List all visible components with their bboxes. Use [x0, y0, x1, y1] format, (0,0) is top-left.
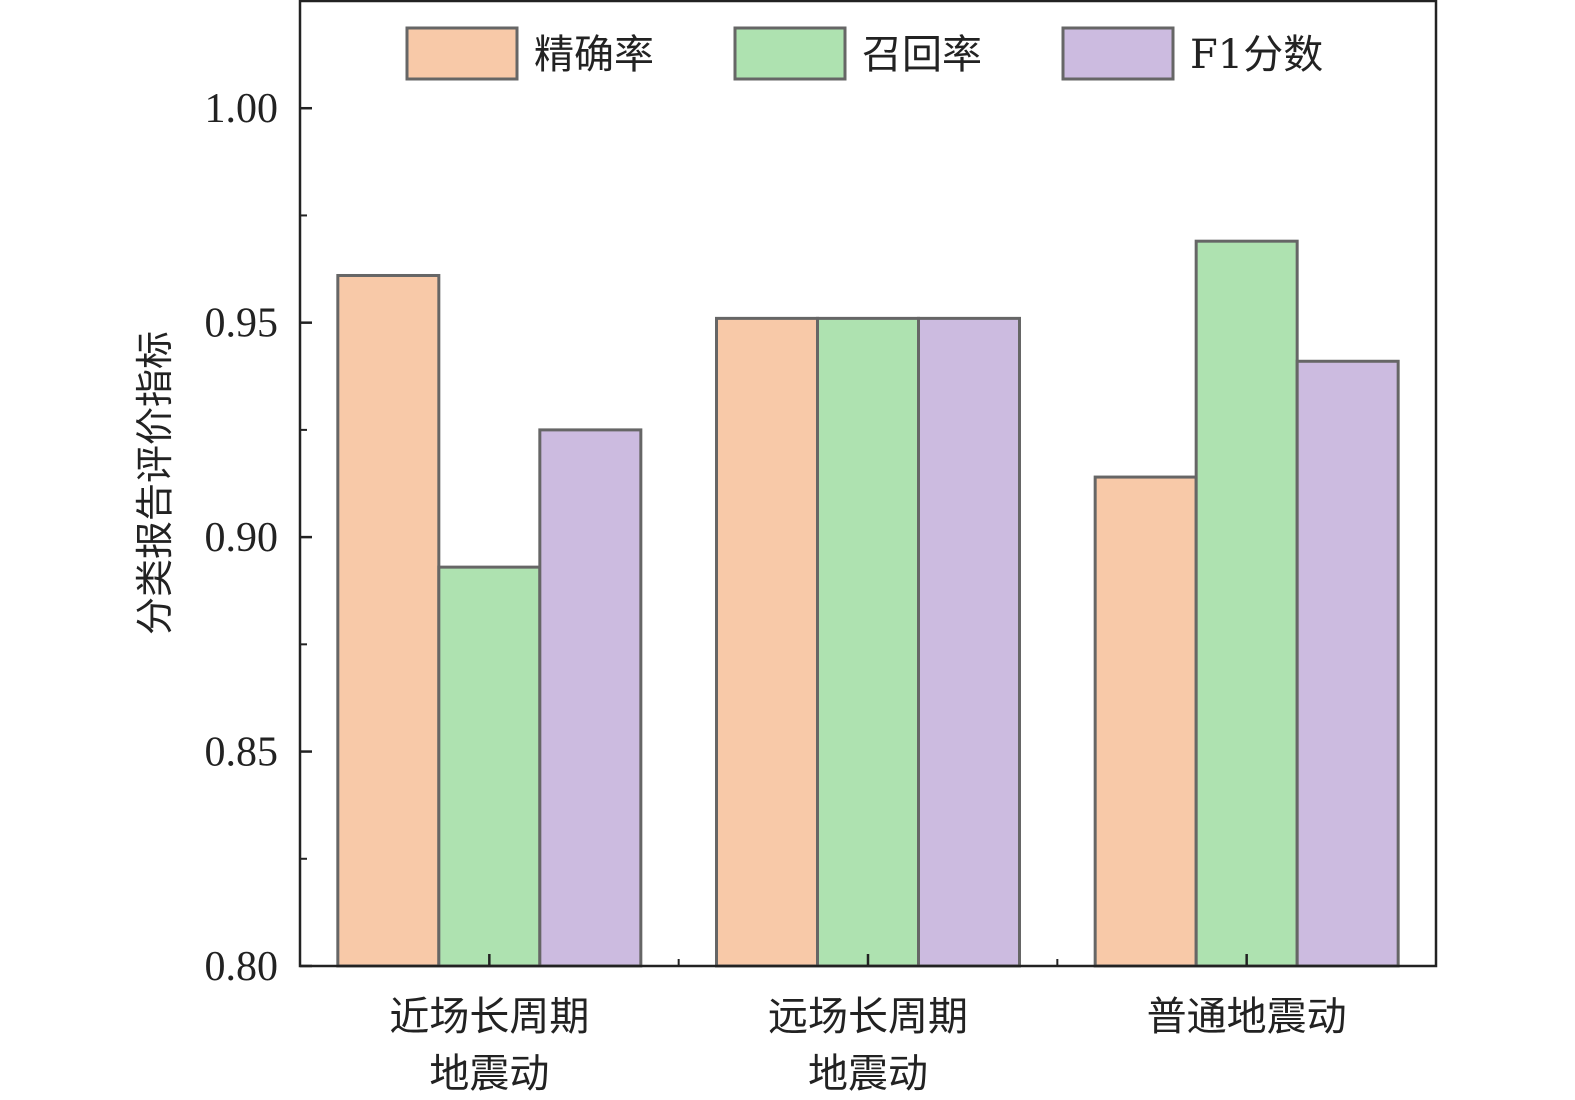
legend-swatch	[405, 26, 519, 81]
bar-2-1	[1194, 239, 1299, 968]
bar-1-2	[917, 316, 1021, 968]
bar-0-1	[437, 565, 542, 968]
legend-swatch	[1061, 26, 1175, 81]
y-tick-label: 0.80	[205, 944, 279, 990]
legend-label: F1分数	[1190, 32, 1323, 78]
y-tick-label: 0.90	[205, 515, 279, 561]
legend-item-2: F1分数	[1061, 26, 1323, 81]
y-axis-label: 分类报告评价指标	[133, 331, 177, 635]
legend-swatch	[733, 26, 847, 81]
bar-1-0	[715, 316, 819, 968]
y-tick-label: 1.00	[205, 86, 279, 132]
x-tick-label: 近场长周期	[389, 994, 589, 1040]
x-tick-label: 地震动	[808, 1051, 928, 1097]
y-tick-label: 0.95	[205, 301, 279, 347]
x-tick-label: 远场长周期	[768, 994, 968, 1040]
bar-0-0	[336, 273, 441, 968]
bar-0-2	[538, 428, 643, 968]
legend-item-0: 精确率	[405, 26, 654, 81]
legend-label: 精确率	[534, 32, 654, 78]
legend-item-1: 召回率	[733, 26, 982, 81]
bar-2-2	[1295, 359, 1400, 968]
y-tick-label: 0.85	[205, 730, 279, 776]
x-tick-label: 普通地震动	[1147, 994, 1347, 1040]
x-tick-label: 地震动	[429, 1051, 549, 1097]
legend-label: 召回率	[862, 32, 982, 78]
bar-2-0	[1093, 475, 1198, 968]
bar-1-1	[816, 316, 920, 968]
